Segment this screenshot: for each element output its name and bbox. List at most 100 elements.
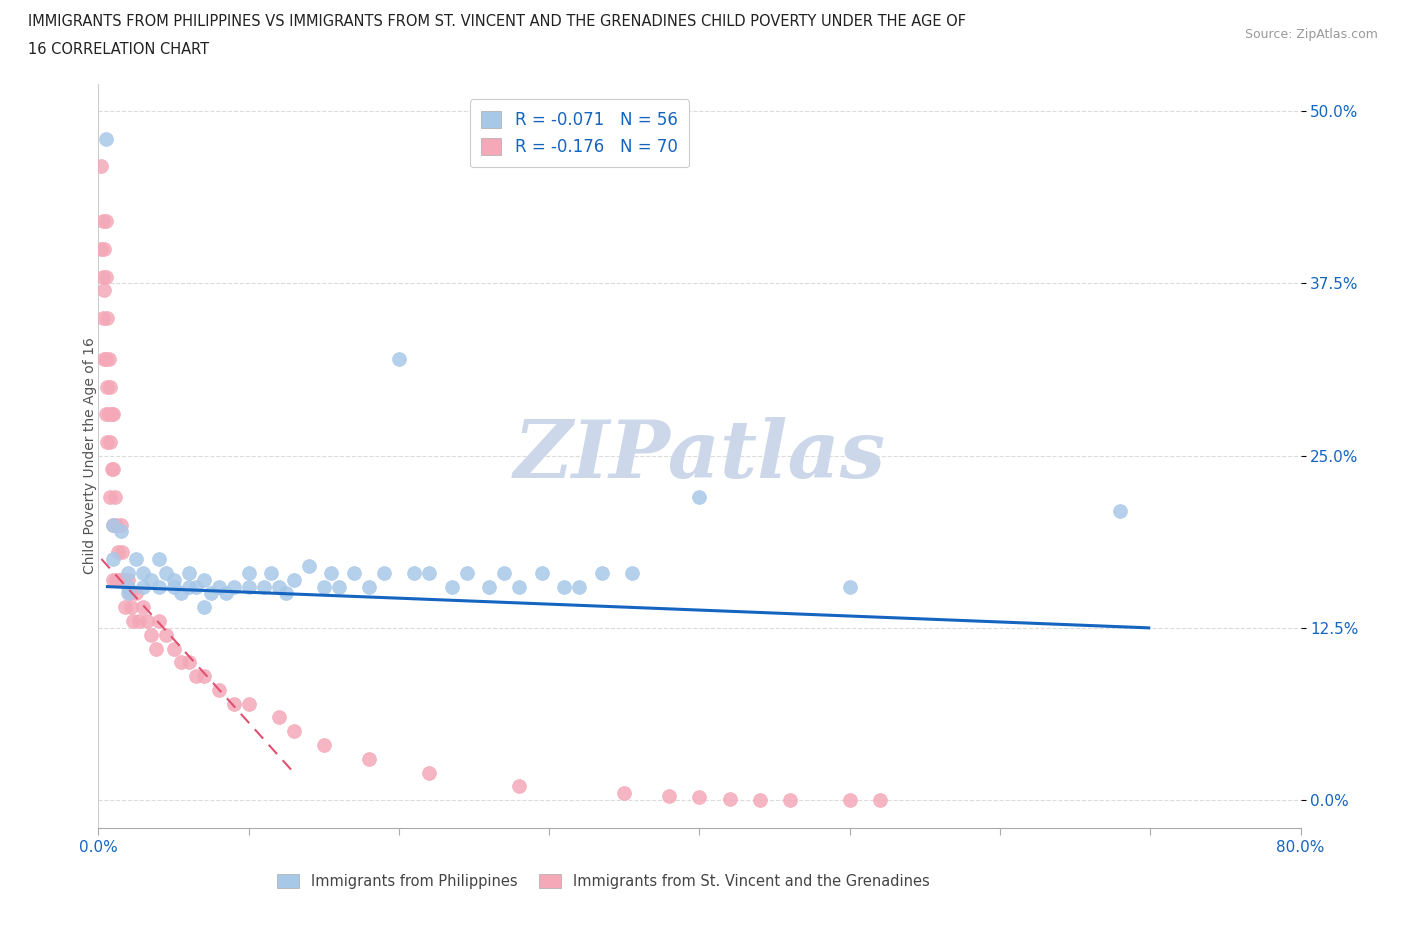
Point: [260, 565, 283, 580]
Point: [103, 572, 125, 587]
Point: [117, 586, 139, 601]
Point: [553, 579, 575, 594]
Point: [193, 600, 215, 615]
Point: [193, 669, 215, 684]
Point: [118, 586, 141, 601]
Point: [90, 159, 112, 174]
Point: [184, 579, 207, 594]
Point: [478, 579, 501, 594]
Point: [94, 214, 117, 229]
Point: [101, 407, 124, 422]
Text: ZIPatlas: ZIPatlas: [513, 417, 886, 495]
Point: [177, 579, 200, 594]
Point: [312, 579, 335, 594]
Point: [162, 641, 184, 656]
Point: [170, 586, 193, 601]
Point: [184, 669, 207, 684]
Point: [93, 242, 115, 257]
Point: [96, 379, 118, 394]
Point: [298, 559, 321, 574]
Text: IMMIGRANTS FROM PHILIPPINES VS IMMIGRANTS FROM ST. VINCENT AND THE GRENADINES CH: IMMIGRANTS FROM PHILIPPINES VS IMMIGRANT…: [28, 14, 966, 29]
Point: [456, 565, 478, 580]
Point: [276, 586, 298, 601]
Point: [132, 600, 155, 615]
Point: [135, 614, 157, 629]
Point: [779, 792, 801, 807]
Text: 16 CORRELATION CHART: 16 CORRELATION CHART: [28, 42, 209, 57]
Point: [103, 462, 125, 477]
Point: [93, 352, 115, 366]
Point: [238, 579, 260, 594]
Point: [121, 600, 143, 615]
Point: [177, 565, 200, 580]
Point: [91, 269, 114, 284]
Point: [145, 641, 167, 656]
Point: [620, 565, 643, 580]
Point: [132, 565, 155, 580]
Point: [103, 517, 125, 532]
Point: [530, 565, 553, 580]
Point: [97, 407, 120, 422]
Point: [112, 572, 135, 587]
Point: [162, 572, 184, 587]
Point: [103, 407, 125, 422]
Point: [94, 131, 117, 146]
Point: [283, 724, 305, 738]
Point: [193, 572, 215, 587]
Point: [838, 792, 860, 807]
Point: [91, 214, 114, 229]
Point: [100, 489, 122, 504]
Point: [869, 792, 891, 807]
Point: [162, 579, 184, 594]
Point: [200, 586, 222, 601]
Point: [108, 572, 131, 587]
Point: [838, 579, 860, 594]
Point: [100, 379, 122, 394]
Point: [718, 791, 741, 806]
Point: [357, 579, 380, 594]
Point: [688, 489, 710, 504]
Point: [215, 586, 238, 601]
Point: [418, 765, 440, 780]
Y-axis label: Child Poverty Under the Age of 16: Child Poverty Under the Age of 16: [83, 338, 97, 574]
Point: [238, 697, 260, 711]
Point: [155, 628, 177, 643]
Point: [402, 565, 425, 580]
Point: [148, 614, 170, 629]
Point: [122, 614, 145, 629]
Point: [96, 311, 118, 325]
Point: [132, 579, 155, 594]
Point: [418, 565, 440, 580]
Point: [139, 572, 162, 587]
Point: [104, 489, 127, 504]
Point: [373, 565, 395, 580]
Point: [748, 792, 770, 807]
Point: [110, 524, 132, 538]
Point: [177, 655, 200, 670]
Point: [117, 565, 139, 580]
Point: [283, 572, 305, 587]
Point: [343, 565, 366, 580]
Legend: Immigrants from Philippines, Immigrants from St. Vincent and the Grenadines: Immigrants from Philippines, Immigrants …: [271, 868, 935, 895]
Point: [114, 600, 136, 615]
Point: [105, 517, 128, 532]
Point: [508, 579, 530, 594]
Point: [125, 551, 148, 566]
Point: [222, 697, 245, 711]
Point: [101, 462, 124, 477]
Text: Source: ZipAtlas.com: Source: ZipAtlas.com: [1244, 28, 1378, 41]
Point: [128, 614, 150, 629]
Point: [1109, 503, 1132, 518]
Point: [148, 551, 170, 566]
Point: [94, 269, 117, 284]
Point: [139, 628, 162, 643]
Point: [94, 407, 117, 422]
Point: [328, 579, 350, 594]
Point: [613, 786, 636, 801]
Point: [93, 283, 115, 298]
Point: [103, 517, 125, 532]
Point: [117, 579, 139, 594]
Point: [103, 551, 125, 566]
Point: [222, 579, 245, 594]
Point: [96, 434, 118, 449]
